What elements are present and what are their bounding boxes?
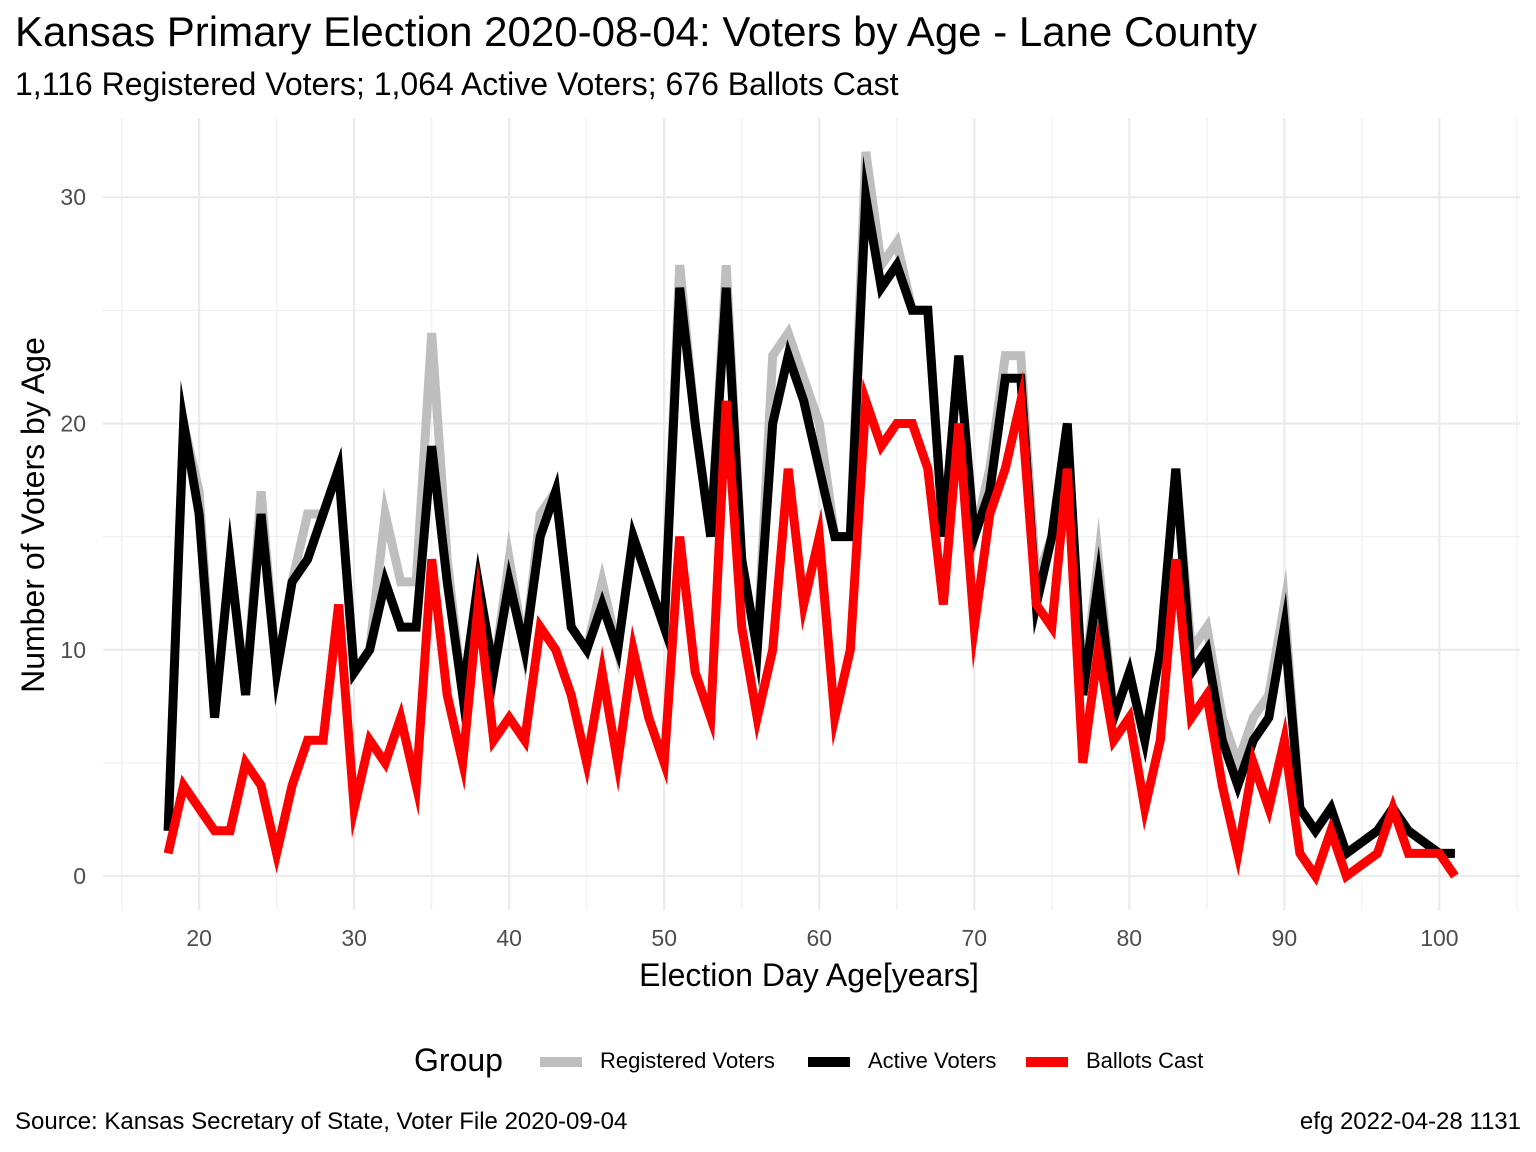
legend-title: Group bbox=[414, 1042, 503, 1078]
x-tick-label: 20 bbox=[186, 925, 212, 951]
x-tick-label: 70 bbox=[961, 925, 987, 951]
y-tick-label: 10 bbox=[60, 637, 86, 663]
x-tick-label: 80 bbox=[1117, 925, 1143, 951]
x-tick-labels: 20 30 40 50 60 70 80 90 100 bbox=[186, 925, 1458, 951]
x-tick-label: 100 bbox=[1420, 925, 1458, 951]
x-tick-label: 50 bbox=[651, 925, 677, 951]
chart-title: Kansas Primary Election 2020-08-04: Vote… bbox=[15, 8, 1258, 55]
x-tick-label: 30 bbox=[341, 925, 367, 951]
series-layer bbox=[163, 151, 1459, 887]
y-tick-label: 20 bbox=[60, 410, 86, 436]
series-line-ballots-cast bbox=[163, 370, 1459, 887]
series-line-registered-voters bbox=[163, 151, 1455, 861]
line-chart: 0 10 20 30 20 30 40 50 60 70 80 90 100 Election Day… bbox=[15, 118, 1520, 993]
legend-label: Registered Voters bbox=[600, 1048, 775, 1073]
chart-subtitle: 1,116 Registered Voters; 1,064 Active Vo… bbox=[15, 66, 899, 102]
legend: Group Registered Voters Active Voters Ba… bbox=[0, 1038, 1536, 1088]
source-caption: Source: Kansas Secretary of State, Voter… bbox=[15, 1108, 628, 1135]
y-axis-label: Number of Voters by Age bbox=[15, 337, 51, 693]
y-tick-label: 0 bbox=[73, 863, 86, 889]
legend-key-ballots-cast bbox=[1026, 1057, 1068, 1067]
x-tick-label: 40 bbox=[496, 925, 522, 951]
series-line-active-voters bbox=[163, 155, 1455, 861]
x-axis-label: Election Day Age[years] bbox=[639, 957, 979, 993]
legend-label: Ballots Cast bbox=[1086, 1048, 1204, 1073]
legend-key-registered-voters bbox=[540, 1057, 582, 1067]
legend-label: Active Voters bbox=[868, 1048, 997, 1073]
legend-key-active-voters bbox=[808, 1057, 850, 1067]
y-tick-label: 30 bbox=[60, 184, 86, 210]
y-tick-labels: 0 10 20 30 bbox=[60, 184, 86, 889]
x-tick-label: 90 bbox=[1272, 925, 1298, 951]
timestamp-caption: efg 2022-04-28 1131 bbox=[1299, 1108, 1521, 1135]
x-tick-label: 60 bbox=[806, 925, 832, 951]
